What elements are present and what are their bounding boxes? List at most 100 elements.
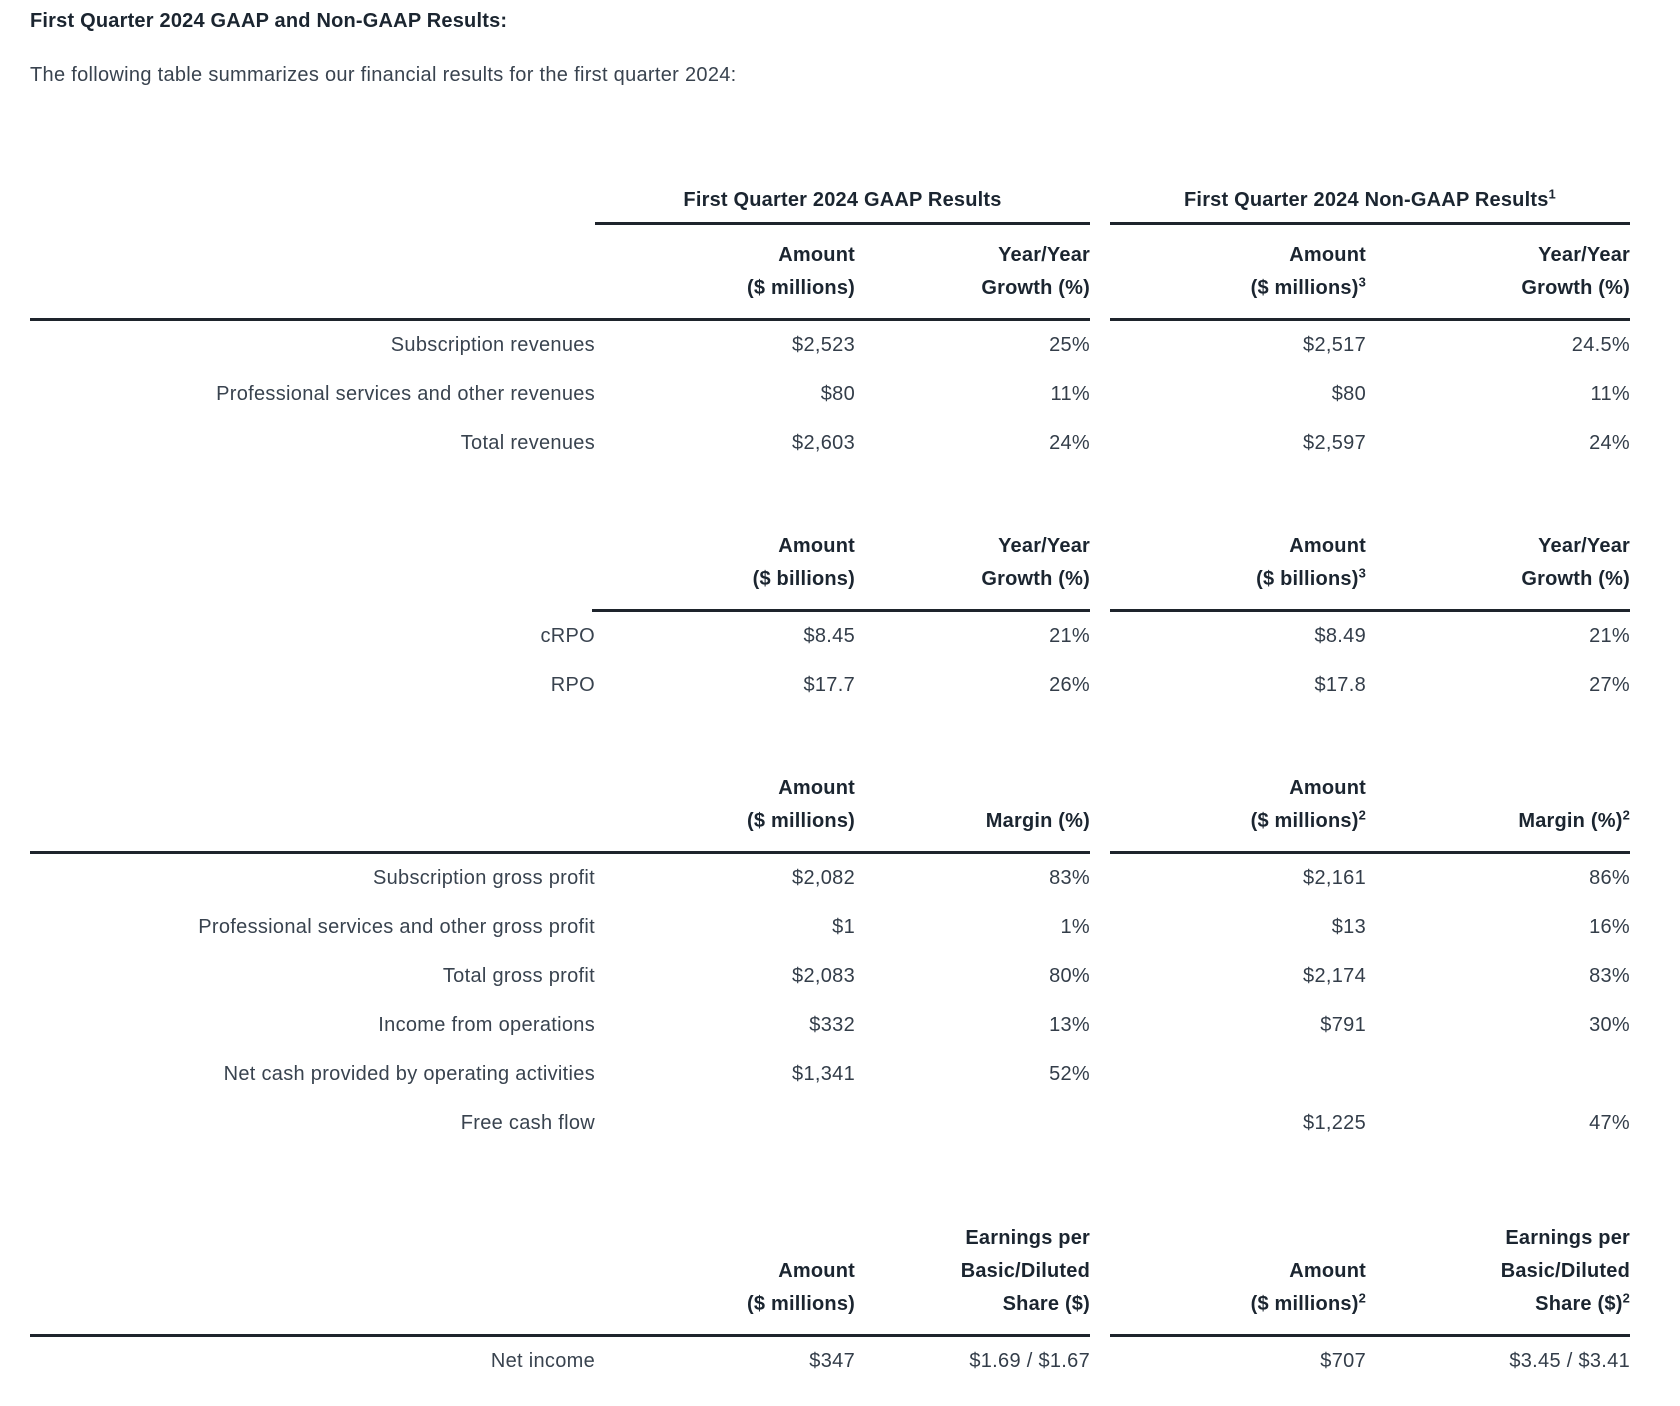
header-rule-left (30, 318, 1090, 321)
column-header-text: Share ($) (1002, 1293, 1090, 1315)
row-value: $2,083 (792, 965, 855, 987)
row-value: 86% (1589, 867, 1630, 889)
column-header-text: ($ billions) (1256, 568, 1359, 590)
column-header-text: Margin (%) (985, 810, 1090, 832)
column-header-line: Growth (%) (1521, 563, 1630, 596)
column-header-superscript: 2 (1622, 1290, 1630, 1306)
row-value (595, 1099, 855, 1148)
row-label: RPO (550, 674, 595, 696)
column-header-line: Year/Year (1538, 239, 1630, 272)
column-header-text: Amount (1289, 1260, 1366, 1282)
page-title: First Quarter 2024 GAAP and Non-GAAP Res… (30, 10, 508, 32)
column-header-revenues-3: Year/Year Growth (%) (1366, 225, 1630, 318)
row-gap (1090, 370, 1110, 419)
column-gap (1090, 1208, 1110, 1334)
row-gap (1090, 952, 1110, 1001)
column-header-text: ($ billions) (752, 568, 855, 590)
column-gap (1090, 516, 1110, 609)
column-header-line: ($ billions)3 (1256, 563, 1366, 596)
column-header-revenues-2: Amount ($ millions)3 (1110, 225, 1366, 318)
column-header-rpo-0: Amount ($ billions) (595, 516, 855, 609)
column-header-text: Earnings per (965, 1227, 1090, 1249)
row-value: 16% (1589, 916, 1630, 938)
column-header-text: Growth (%) (981, 277, 1090, 299)
row-value: $791 (1320, 1014, 1366, 1036)
row-value: $1,341 (792, 1063, 855, 1085)
column-header-line: ($ millions) (747, 805, 855, 838)
non-gaap-results-label: First Quarter 2024 Non-GAAP Results (1184, 189, 1549, 211)
column-header-line: Growth (%) (1521, 272, 1630, 305)
row-value: 83% (1049, 867, 1090, 889)
column-header-rpo-1: Year/Year Growth (%) (855, 516, 1090, 609)
gaap-results-group-header: First Quarter 2024 GAAP Results (595, 187, 1090, 225)
column-header-line: Amount (1289, 1255, 1366, 1288)
column-header-revenues-1: Year/Year Growth (%) (855, 225, 1090, 318)
column-header-line: ($ millions) (747, 1288, 855, 1321)
header-rule-right (1110, 1334, 1630, 1337)
row-gap (1090, 612, 1110, 661)
column-header-superscript: 2 (1358, 1290, 1366, 1306)
column-header-line: Amount (1289, 530, 1366, 563)
row-value (1366, 1050, 1630, 1099)
gaap-results-label: First Quarter 2024 GAAP Results (683, 189, 1002, 211)
row-gap (1090, 1001, 1110, 1050)
non-gaap-results-group-header: First Quarter 2024 Non-GAAP Results1 (1110, 187, 1630, 225)
row-label: Net cash provided by operating activitie… (223, 1063, 595, 1085)
header-rule-left (30, 851, 1090, 854)
row-gap (1090, 661, 1110, 710)
row-gap (1090, 321, 1110, 370)
column-header-line: Amount (778, 530, 855, 563)
section-revenues: Amount ($ millions) Year/Year Growth (%) Amo… (30, 225, 1630, 468)
intro-text: The following table summarizes our finan… (30, 64, 737, 86)
column-gap (1090, 758, 1110, 851)
column-header-line: Share ($) (1003, 1288, 1090, 1321)
column-header-superscript: 2 (1622, 807, 1630, 823)
column-header-profit-1: Margin (%) (855, 758, 1090, 851)
column-header-line: ($ billions) (753, 563, 855, 596)
row-value: $2,517 (1303, 334, 1366, 356)
header-spacer (30, 1208, 595, 1334)
column-header-line: Year/Year (998, 239, 1090, 272)
column-header-text: Amount (1289, 244, 1366, 266)
row-gap (1090, 903, 1110, 952)
column-header-text: ($ millions) (747, 277, 855, 299)
row-value (855, 1099, 1090, 1148)
row-value: $2,603 (792, 432, 855, 454)
row-gap (1090, 854, 1110, 903)
row-value: 21% (1589, 625, 1630, 647)
row-value: $2,174 (1303, 965, 1366, 987)
row-label: Free cash flow (460, 1112, 595, 1134)
row-value: $13 (1331, 916, 1366, 938)
row-value: 83% (1589, 965, 1630, 987)
column-header-profit-0: Amount ($ millions) (595, 758, 855, 851)
row-gap (1090, 1099, 1110, 1148)
row-value: 80% (1049, 965, 1090, 987)
row-value: $1,225 (1303, 1112, 1366, 1134)
group-header-row: First Quarter 2024 GAAP Results First Qu… (30, 187, 1630, 225)
column-gap (1090, 225, 1110, 318)
column-header-line: Amount (1289, 772, 1366, 805)
section-rpo: Amount ($ billions) Year/Year Growth (%) Amo… (30, 516, 1630, 710)
row-value: $3.45 / $3.41 (1509, 1350, 1630, 1372)
column-header-line: Growth (%) (981, 563, 1090, 596)
header-rule-left (30, 1334, 1090, 1337)
row-value: 1% (1060, 916, 1090, 938)
row-label: Net income (490, 1350, 595, 1372)
row-value: 21% (1049, 625, 1090, 647)
column-header-text: Amount (1289, 777, 1366, 799)
row-label: Subscription revenues (390, 334, 595, 356)
column-header-net-income-1: Earnings per Basic/Diluted Share ($) (855, 1208, 1090, 1334)
column-header-net-income-0: Amount ($ millions) (595, 1208, 855, 1334)
row-value: $707 (1320, 1350, 1366, 1372)
header-spacer (30, 225, 595, 318)
column-header-line: Growth (%) (981, 272, 1090, 305)
column-header-text: Amount (1289, 535, 1366, 557)
column-header-line: Year/Year (998, 530, 1090, 563)
column-header-text: ($ millions) (1250, 1293, 1359, 1315)
column-header-line: Margin (%) (986, 805, 1090, 838)
table-sections: Amount ($ millions) Year/Year Growth (%) Amo… (30, 225, 1630, 1386)
column-header-text: ($ millions) (747, 1293, 855, 1315)
column-header-line: Basic/Diluted (1501, 1255, 1630, 1288)
column-header-superscript: 2 (1358, 807, 1366, 823)
row-value: $332 (809, 1014, 855, 1036)
